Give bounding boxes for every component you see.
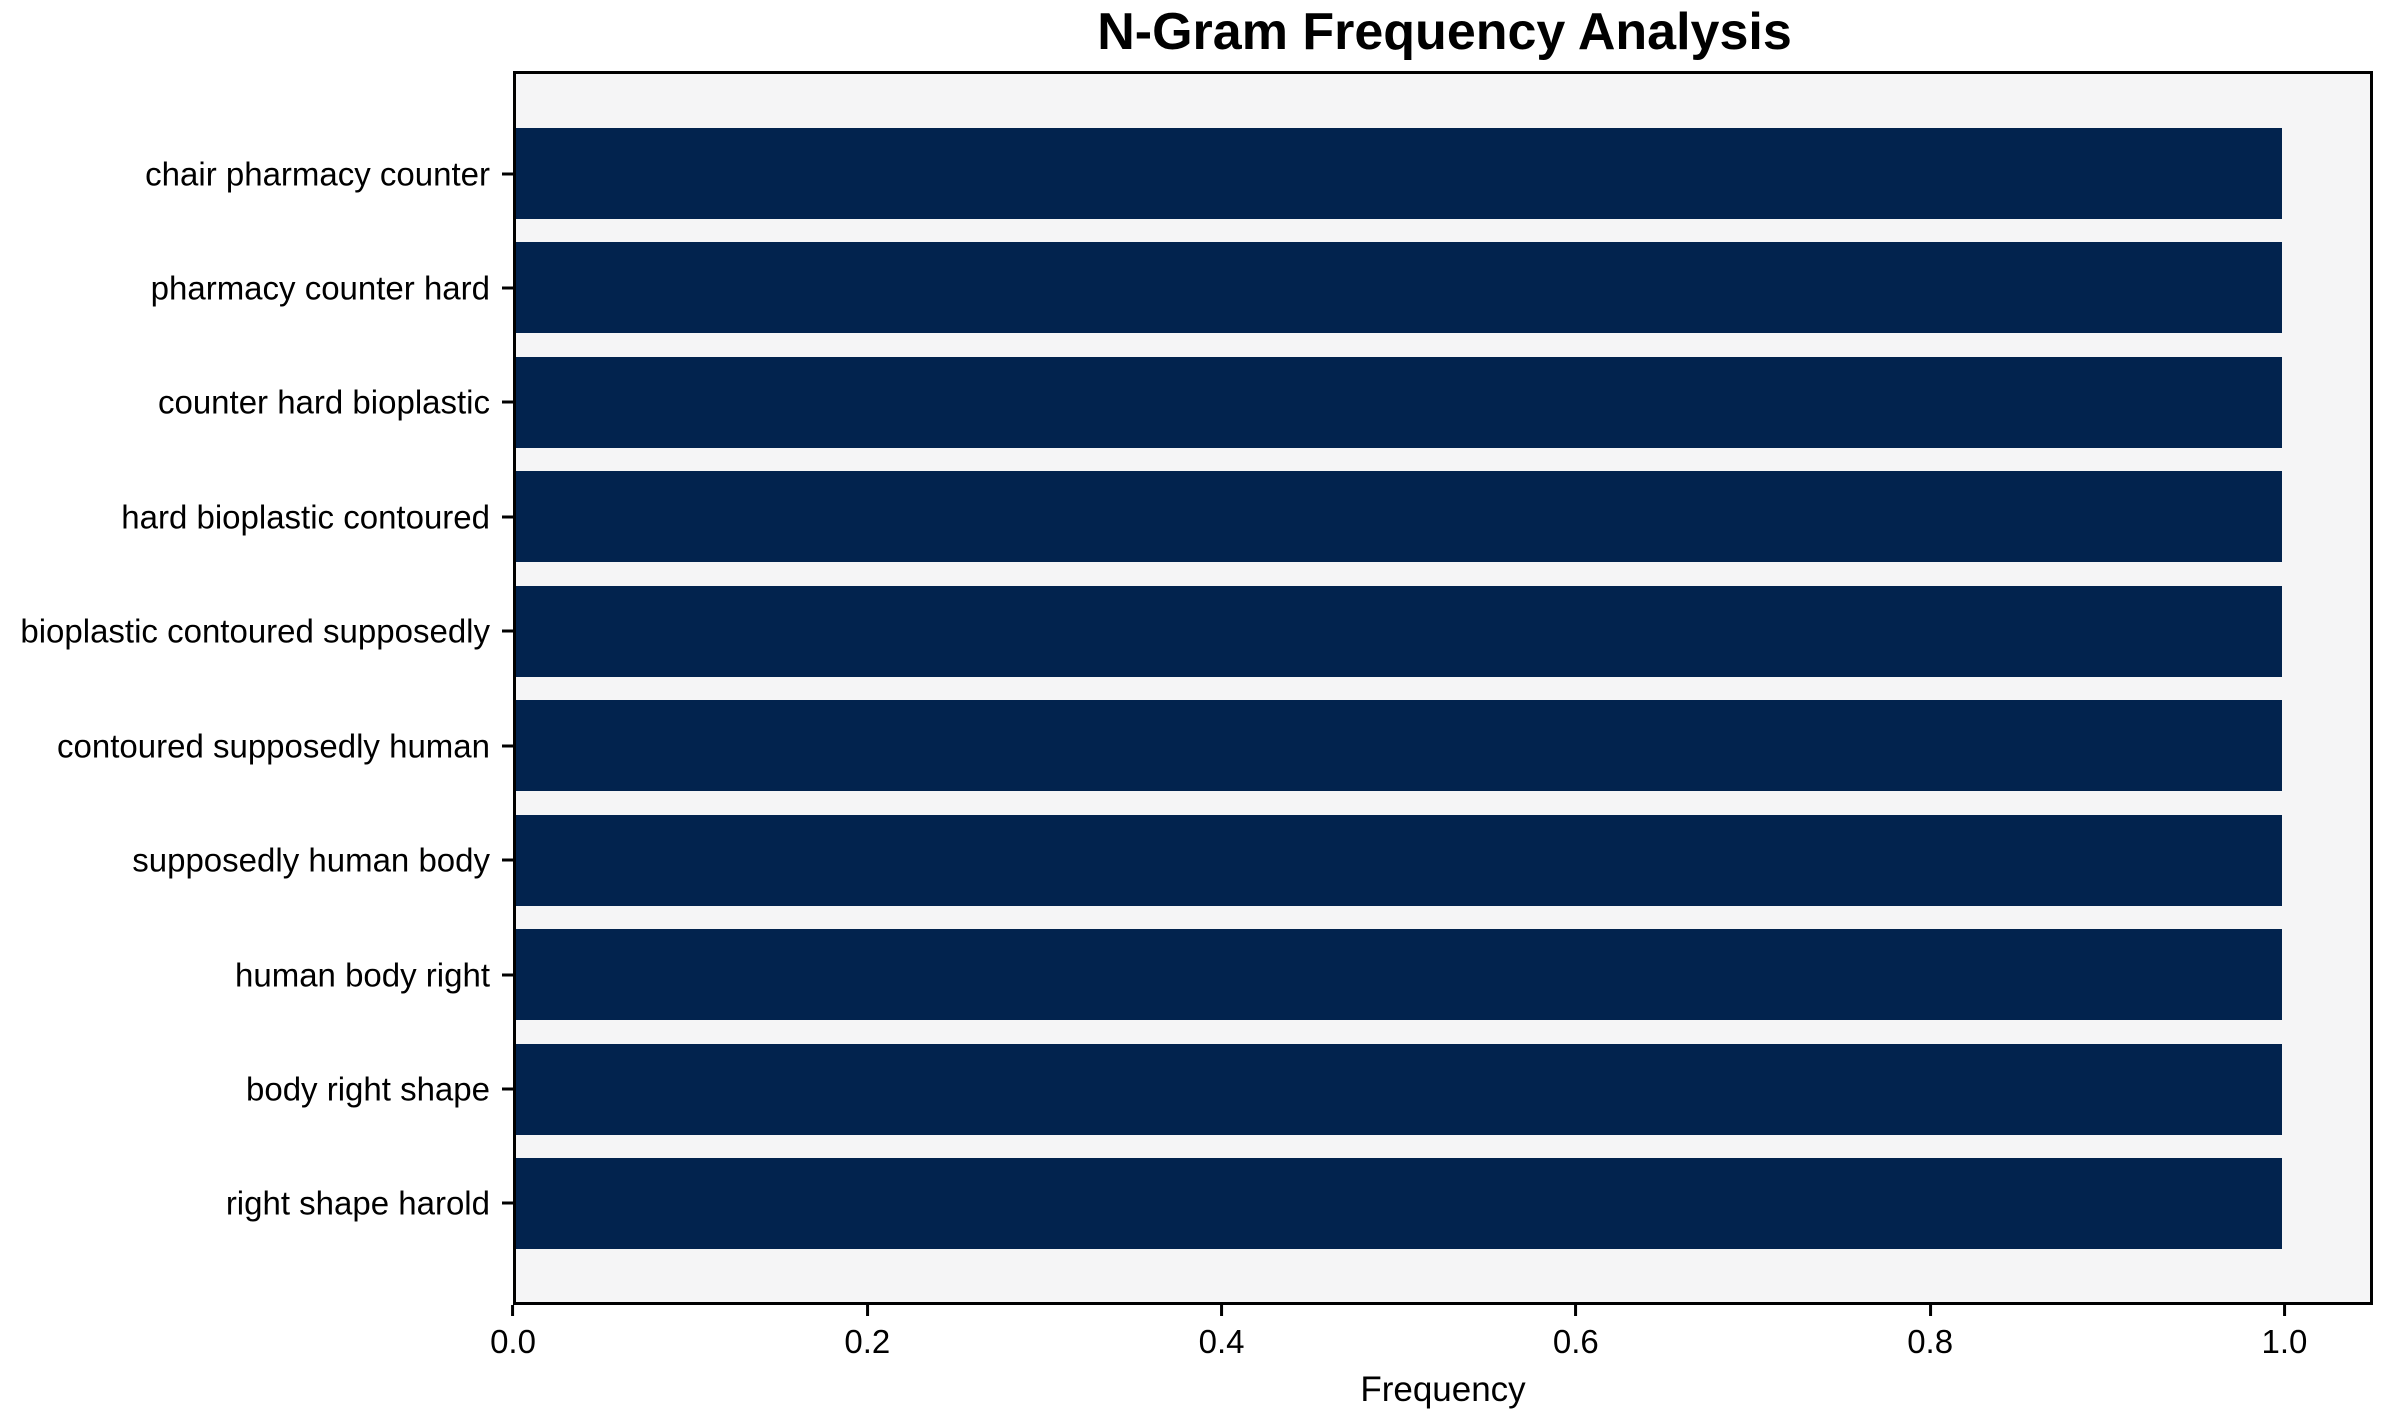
y-tick-mark [502,858,513,862]
frequency-bar [516,814,2282,906]
x-tick-label: 0.2 [844,1323,891,1360]
y-tick-label: hard bioplastic contoured [121,498,490,536]
x-tick-mark [2282,1305,2286,1316]
frequency-bar [516,242,2282,334]
x-axis: 0.0 0.2 0.4 0.6 0.8 1.0 [490,1305,2373,1414]
y-tick-mark [502,1201,513,1205]
bar-row: contoured supposedly human [57,700,2370,792]
x-tick-mark [1220,1305,1224,1316]
y-tick-label: chair pharmacy counter [145,155,490,192]
y-tick-mark [502,515,513,519]
y-tick-label: contoured supposedly human [57,727,490,765]
x-tick: 0.0 [490,1305,536,1358]
y-tick-mark [502,973,513,977]
x-axis-label: Frequency [1360,1370,1526,1409]
frequency-bar [516,356,2282,448]
frequency-bar [516,128,2282,219]
bar-row: bioplastic contoured supposedly [20,585,2370,677]
x-tick-label: 0.4 [1198,1323,1245,1360]
y-tick-label: bioplastic contoured supposedly [20,612,490,650]
x-tick: 0.2 [844,1305,890,1358]
y-tick-label: human body right [235,956,490,994]
bar-row: supposedly human body [132,814,2370,906]
bar-row: body right shape [246,1043,2370,1135]
bar-row: counter hard bioplastic [158,356,2370,448]
frequency-bar [516,1043,2282,1135]
y-tick-mark [502,629,513,633]
bar-row: hard bioplastic contoured [121,471,2370,563]
x-tick-label: 0.0 [490,1323,536,1360]
x-tick-mark [1574,1305,1578,1316]
y-tick-mark [502,286,513,290]
x-tick-mark [865,1305,869,1316]
x-tick: 0.6 [1553,1305,1599,1358]
x-tick-label: 0.8 [1907,1323,1954,1360]
x-tick: 0.8 [1907,1305,1953,1358]
y-tick-mark [502,1087,513,1091]
y-tick-label: right shape harold [225,1184,490,1222]
frequency-bar [516,929,2282,1021]
frequency-bar [516,585,2282,677]
y-tick-label: supposedly human body [132,841,490,879]
bar-row: right shape harold [226,1157,2370,1249]
frequency-bar [516,471,2282,563]
x-tick: 0.4 [1199,1305,1245,1358]
plot-area: chair pharmacy counter pharmacy counter … [20,71,2373,1305]
x-tick-label: 1.0 [2261,1323,2308,1360]
bar-row: chair pharmacy counter [145,128,2370,219]
frequency-bar [516,700,2282,792]
x-tick-mark [511,1305,515,1316]
y-tick-label: counter hard bioplastic [157,383,490,421]
bar-row: pharmacy counter hard [151,242,2370,334]
x-tick: 1.0 [2261,1305,2307,1358]
y-tick-mark [502,400,513,404]
y-tick-label: body right shape [245,1070,490,1108]
x-tick-label: 0.6 [1552,1323,1599,1360]
y-tick-label: pharmacy counter hard [150,269,490,307]
chart-title: N-Gram Frequency Analysis [1097,3,1792,61]
x-tick-mark [1928,1305,1932,1316]
bars-container: chair pharmacy counter pharmacy counter … [20,74,2370,1302]
y-tick-mark [502,744,513,748]
y-tick-mark [502,172,513,175]
bar-row: human body right [235,929,2370,1021]
frequency-bar [516,1157,2282,1249]
